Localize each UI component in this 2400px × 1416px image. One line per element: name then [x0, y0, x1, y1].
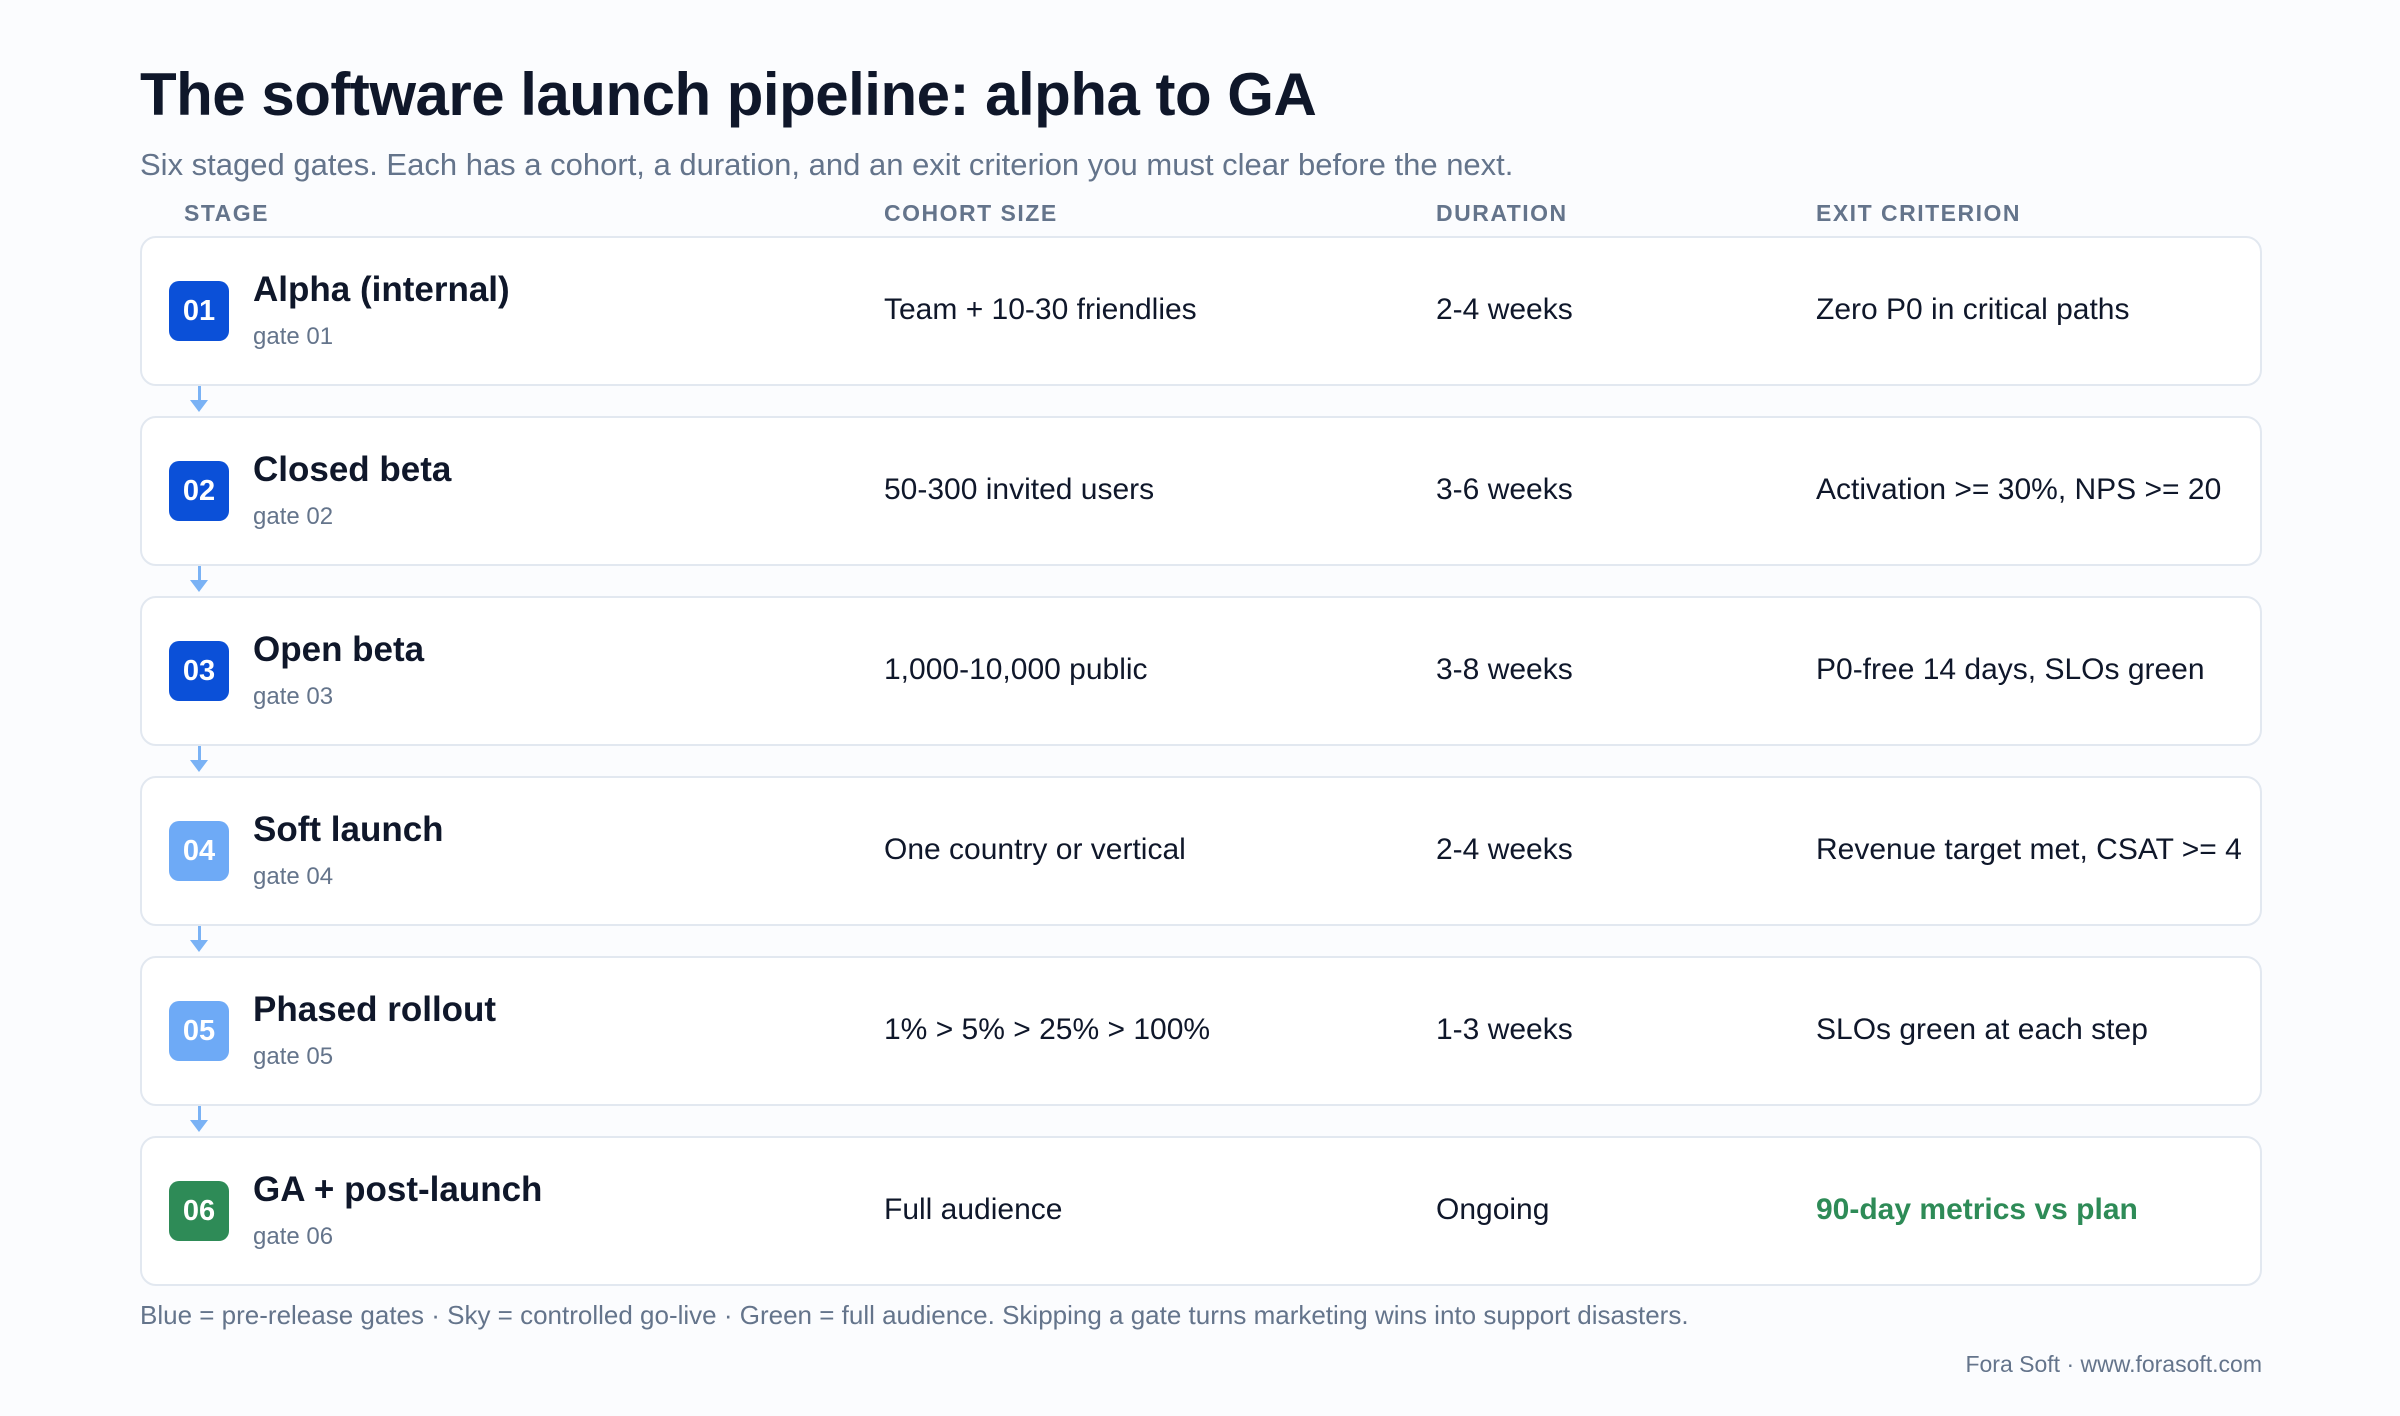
down-arrow-icon [190, 386, 208, 414]
stage-row: 04 Soft launch gate 04 One country or verti… [140, 776, 2262, 952]
exit-criterion: 90-day metrics vs plan [1816, 1193, 2138, 1226]
page-title: The software launch pipeline: alpha to G… [140, 61, 1317, 128]
exit-criterion: P0-free 14 days, SLOs green [1816, 653, 2205, 686]
legend-note: Blue = pre-release gates · Sky = control… [140, 1300, 1689, 1330]
duration: 1-3 weeks [1436, 1013, 1573, 1046]
stage-number-badge: 05 [169, 1001, 229, 1061]
cohort-size: One country or vertical [884, 833, 1186, 866]
stage-name: Open beta [253, 630, 425, 669]
stage-number-badge: 06 [169, 1181, 229, 1241]
page-subtitle: Six staged gates. Each has a cohort, a d… [140, 147, 1514, 182]
stage-gate-label: gate 01 [253, 323, 334, 350]
column-header-duration: DURATION [1436, 200, 1568, 226]
stage-name: Closed beta [253, 450, 452, 489]
duration: 3-8 weeks [1436, 653, 1573, 686]
stage-name: Phased rollout [253, 990, 497, 1029]
exit-criterion: SLOs green at each step [1816, 1013, 2148, 1046]
stage-number-badge: 03 [169, 641, 229, 701]
cohort-size: 50-300 invited users [884, 473, 1155, 506]
duration: 3-6 weeks [1436, 473, 1573, 506]
duration: 2-4 weeks [1436, 293, 1573, 326]
column-header-cohort: COHORT SIZE [884, 200, 1058, 226]
stage-row: 02 Closed beta gate 02 50-300 invited users… [140, 416, 2262, 592]
stage-name: Soft launch [253, 810, 444, 849]
stage-row: 05 Phased rollout gate 05 1% > 5% > 25% > 1… [140, 956, 2262, 1132]
stage-row: 06 GA + post-launch gate 06 Full audience On… [140, 1136, 2262, 1286]
stage-list: 01 Alpha (internal) gate 01 Team + 10-30 fr… [140, 236, 2262, 1316]
stage-gate-label: gate 06 [253, 1223, 334, 1250]
stage-gate-label: gate 04 [253, 863, 334, 890]
column-header-exit: EXIT CRITERION [1816, 200, 2022, 226]
stage-name: Alpha (internal) [253, 270, 510, 309]
exit-criterion: Zero P0 in critical paths [1816, 293, 2130, 326]
cohort-size: Team + 10-30 friendlies [884, 293, 1197, 326]
footer-credit: Fora Soft · www.forasoft.com [1965, 1351, 2262, 1377]
stage-number-badge: 01 [169, 281, 229, 341]
cohort-size: 1% > 5% > 25% > 100% [884, 1013, 1211, 1046]
cohort-size: Full audience [884, 1193, 1063, 1226]
down-arrow-icon [190, 1106, 208, 1134]
down-arrow-icon [190, 746, 208, 774]
down-arrow-icon [190, 926, 208, 954]
cohort-size: 1,000-10,000 public [884, 653, 1148, 686]
stage-name: GA + post-launch [253, 1170, 543, 1209]
column-header-stage: STAGE [184, 200, 270, 226]
duration: Ongoing [1436, 1193, 1550, 1226]
stage-number-badge: 02 [169, 461, 229, 521]
stage-gate-label: gate 02 [253, 503, 334, 530]
duration: 2-4 weeks [1436, 833, 1573, 866]
stage-number-badge: 04 [169, 821, 229, 881]
stage-row: 03 Open beta gate 03 1,000-10,000 public 3-8… [140, 596, 2262, 772]
stage-gate-label: gate 03 [253, 683, 334, 710]
exit-criterion: Activation >= 30%, NPS >= 20 [1816, 473, 2222, 506]
stage-row: 01 Alpha (internal) gate 01 Team + 10-30 fr… [140, 236, 2262, 412]
exit-criterion: Revenue target met, CSAT >= 4 [1816, 833, 2242, 866]
stage-gate-label: gate 05 [253, 1043, 334, 1070]
down-arrow-icon [190, 566, 208, 594]
